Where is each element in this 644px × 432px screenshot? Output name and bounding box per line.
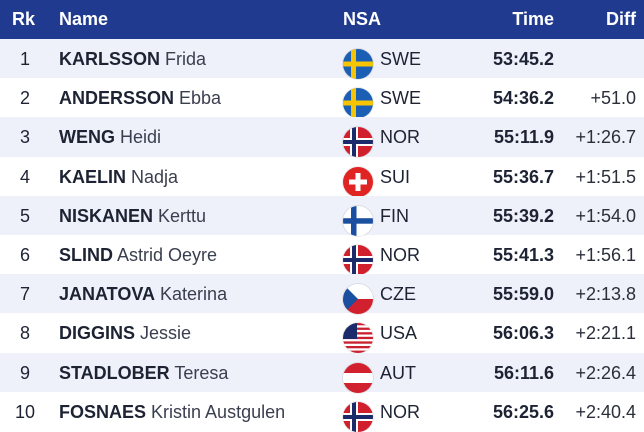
rank-cell: 9: [19, 362, 30, 383]
rank-cell: 5: [19, 205, 30, 226]
athlete-first-name: Kerttu: [158, 205, 207, 226]
nsa-code: SUI: [380, 166, 411, 187]
athlete-last-name: SLIND: [59, 244, 113, 265]
header-diff[interactable]: Diff: [606, 9, 636, 29]
athlete-name[interactable]: JANATOVA Katerina: [59, 284, 227, 305]
time-cell: 54:36.2: [492, 88, 554, 109]
rank-cell: 7: [19, 284, 30, 305]
diff-cell: +1:26.7: [575, 127, 636, 148]
athlete-first-name: Katerina: [160, 284, 228, 305]
usa-flag-icon: [343, 323, 373, 354]
rank-cell: 1: [19, 49, 30, 69]
nsa-code: SWE: [380, 88, 422, 109]
athlete-name[interactable]: NISKANEN Kerttu: [59, 206, 206, 227]
rank-cell: 6: [19, 244, 30, 265]
athlete-name[interactable]: WENG Heidi: [59, 127, 161, 148]
athlete-last-name: STADLOBER: [59, 362, 170, 383]
nor-flag-icon: [343, 127, 373, 158]
diff-cell: +1:51.5: [575, 166, 636, 187]
athlete-last-name: FOSNAES: [59, 401, 147, 422]
table-row[interactable]: 1 KARLSSON Frida SWE 53:45.2: [0, 39, 644, 79]
athlete-name[interactable]: FOSNAES Kristin Austgulen: [59, 402, 285, 423]
time-cell: 56:06.3: [492, 323, 554, 344]
athlete-last-name: JANATOVA: [59, 284, 156, 305]
time-cell: 55:39.2: [492, 205, 554, 226]
nsa-code: FIN: [380, 205, 409, 226]
header-rank[interactable]: Rk: [12, 9, 36, 29]
cze-flag-icon: [343, 284, 373, 315]
rank-cell: 10: [14, 401, 36, 422]
athlete-first-name: Kristin Austgulen: [151, 401, 286, 422]
header-name[interactable]: Name: [59, 9, 109, 29]
athlete-first-name: Teresa: [174, 362, 229, 383]
diff-cell: +2:40.4: [575, 401, 636, 422]
nsa-code: NOR: [380, 127, 420, 148]
header-nsa[interactable]: NSA: [343, 9, 382, 29]
nsa-code: AUT: [380, 362, 416, 383]
athlete-name[interactable]: ANDERSSON Ebba: [59, 88, 221, 109]
diff-cell: +51.0: [590, 88, 636, 109]
time-cell: 55:11.9: [493, 127, 554, 148]
fin-flag-icon: [343, 205, 373, 236]
time-cell: 56:11.6: [493, 362, 554, 383]
nsa-code: NOR: [380, 244, 420, 265]
athlete-last-name: DIGGINS: [59, 323, 136, 344]
time-cell: 55:41.3: [492, 244, 554, 265]
athlete-name[interactable]: STADLOBER Teresa: [59, 363, 228, 384]
sui-flag-icon: [343, 166, 373, 197]
athlete-name[interactable]: SLIND Astrid Oeyre: [59, 245, 217, 266]
table-row[interactable]: 7 JANATOVA Katerina CZE 55:59.0 +2:13.8: [0, 274, 644, 315]
rank-cell: 3: [19, 127, 30, 148]
nsa-code: USA: [380, 323, 418, 344]
table-header: Rk Name NSA Time Diff: [0, 0, 644, 39]
time-cell: 55:59.0: [492, 284, 554, 305]
header-time[interactable]: Time: [512, 9, 554, 29]
diff-cell: +2:26.4: [575, 362, 636, 383]
table-row[interactable]: 2 ANDERSSON Ebba SWE 54:36.2 +51.0: [0, 78, 644, 119]
rank-cell: 4: [19, 166, 30, 187]
swe-flag-icon: [343, 88, 373, 119]
athlete-last-name: ANDERSSON: [59, 88, 175, 109]
rank-cell: 8: [19, 323, 30, 344]
time-cell: 55:36.7: [492, 166, 554, 187]
athlete-first-name: Frida: [165, 49, 207, 69]
nsa-code: CZE: [380, 284, 416, 305]
table-row[interactable]: 9 STADLOBER Teresa AUT 56:11.6 +2:26.4: [0, 352, 644, 393]
table-row[interactable]: 10 FOSNAES Kristin Austgulen NOR 56:25.6 +2:…: [0, 392, 644, 432]
athlete-last-name: KAELIN: [59, 166, 126, 187]
athlete-last-name: WENG: [59, 127, 115, 148]
table-row[interactable]: 5 NISKANEN Kerttu FIN 55:39.2 +1:54.0: [0, 195, 644, 236]
diff-cell: +1:56.1: [575, 244, 636, 265]
athlete-name[interactable]: DIGGINS Jessie: [59, 323, 191, 344]
table-row[interactable]: 4 KAELIN Nadja SUI 55:36.7 +1:51.5: [0, 157, 644, 197]
nsa-code: NOR: [380, 401, 420, 422]
time-cell: 53:45.2: [492, 49, 554, 69]
athlete-name[interactable]: KAELIN Nadja: [59, 167, 178, 188]
aut-flag-icon: [343, 362, 373, 393]
athlete-first-name: Nadja: [131, 166, 179, 187]
diff-cell: +1:54.0: [575, 205, 636, 226]
nor-flag-icon: [343, 244, 373, 275]
table-body: 1 KARLSSON Frida SWE 53:45.2 2 ANDERSSON Ebba…: [0, 39, 644, 432]
athlete-first-name: Astrid Oeyre: [117, 244, 218, 265]
athlete-first-name: Ebba: [179, 88, 222, 109]
diff-cell: +2:21.1: [575, 323, 636, 344]
table-row[interactable]: 3 WENG Heidi NOR 55:11.9 +1:26.7: [0, 117, 644, 158]
nsa-code: SWE: [380, 49, 422, 69]
athlete-last-name: NISKANEN: [59, 205, 154, 226]
swe-flag-icon: [343, 49, 373, 79]
rank-cell: 2: [19, 88, 30, 109]
athlete-name[interactable]: KARLSSON Frida: [59, 49, 206, 70]
table-row[interactable]: 8 DIGGINS Jessie USA 56:06.3 +2:21.1: [0, 313, 644, 354]
nor-flag-icon: [343, 401, 373, 432]
athlete-first-name: Jessie: [140, 323, 192, 344]
athlete-first-name: Heidi: [120, 127, 162, 148]
diff-cell: +2:13.8: [575, 284, 636, 305]
time-cell: 56:25.6: [492, 401, 554, 422]
athlete-last-name: KARLSSON: [59, 49, 161, 69]
table-row[interactable]: 6 SLIND Astrid Oeyre NOR 55:41.3 +1:56.1: [0, 235, 644, 275]
